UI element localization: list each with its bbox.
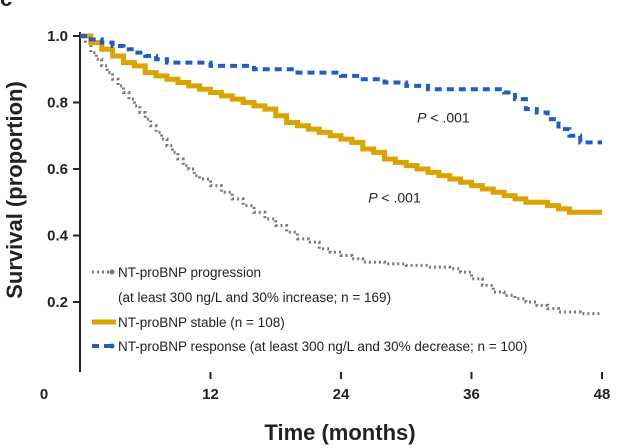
series-line-3 [80,34,602,145]
y-tick-label: 0.4 [47,228,69,245]
x-tick-label: 0 [40,386,48,403]
x-tick-label: 24 [333,386,350,403]
legend: NT-proBNP progression (at least 300 ng/L … [92,265,527,354]
series-line-2 [80,33,602,215]
y-ticks: 1.0 0.8 0.6 0.4 0.2 [47,28,80,311]
x-ticks: 0 12 24 36 48 [40,372,611,403]
series-layer [80,33,602,316]
y-tick-label: 1.0 [47,28,68,45]
p-value-annotation: P < .001 [417,109,470,125]
p-value-annotation: P < .001 [368,189,421,205]
legend-label: NT-proBNP stable (n = 108) [118,315,285,330]
chart-axes: 1.0 0.8 0.6 0.4 0.2 0 12 24 36 48 [40,28,611,403]
y-tick-label: 0.8 [47,95,68,112]
x-tick-label: 36 [463,386,480,403]
legend-marker [109,343,115,349]
x-tick-label: 48 [594,386,611,403]
y-tick-label: 0.6 [47,161,68,178]
x-axis-title: Time (months) [264,420,415,445]
legend-label: (at least 300 ng/L and 30% increase; n =… [118,290,391,305]
panel-letter: c [0,0,12,12]
legend-label: NT-proBNP progression [118,265,261,280]
x-tick-label: 12 [202,386,219,403]
y-tick-label: 0.2 [47,294,68,311]
legend-label: NT-proBNP response (at least 300 ng/L an… [118,339,527,354]
legend-marker [109,269,115,275]
annotations: P < .001 P < .001 [368,109,470,205]
y-axis-title: Survival (proportion) [2,81,27,299]
